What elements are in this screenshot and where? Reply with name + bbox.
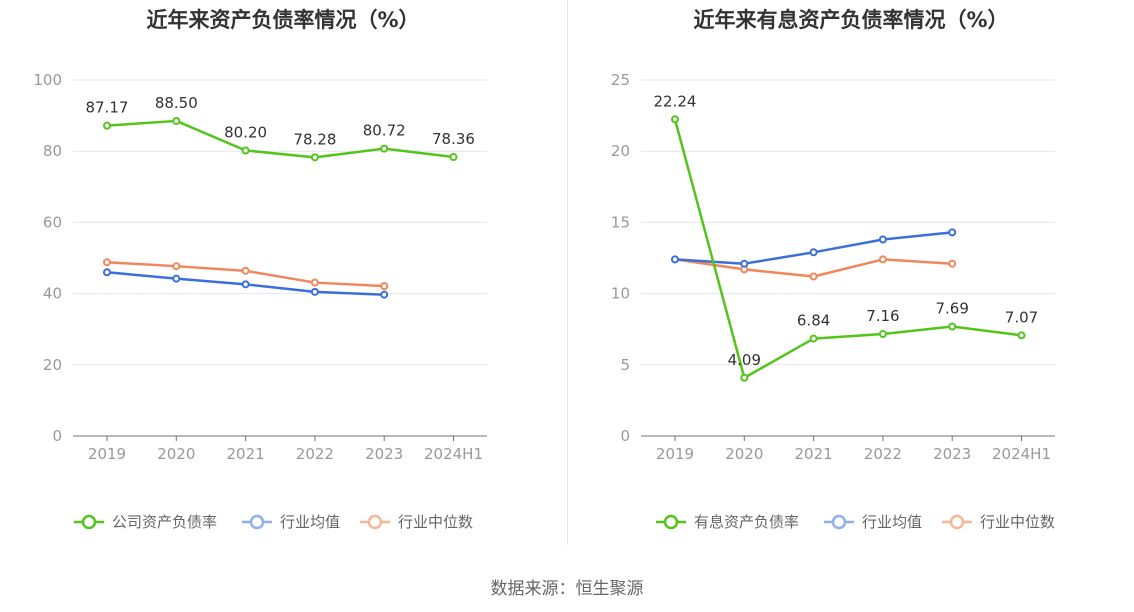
data-point — [948, 228, 957, 237]
data-point — [809, 334, 818, 343]
data-point — [671, 115, 679, 124]
legend-item: 行业中位数 — [942, 513, 1055, 531]
data-point — [878, 235, 887, 244]
x-tick-label: 2021 — [795, 445, 833, 463]
y-tick-label: 80 — [43, 142, 62, 160]
y-tick-label: 100 — [33, 71, 62, 89]
data-point — [948, 259, 957, 268]
y-tick-label: 25 — [611, 71, 630, 89]
chart-panel-interest-bearing: 近年来有息资产负债率情况（%） 0 5 10 15 20 25 2019 2020 2021 20… — [568, 0, 1134, 560]
data-source-note: 数据来源：恒生聚源 — [490, 579, 644, 599]
x-tick-label: 2024H1 — [424, 445, 483, 463]
y-tick-label: 15 — [611, 213, 630, 231]
y-tick-label: 40 — [43, 285, 62, 303]
data-point — [172, 262, 181, 271]
y-tick-label: 20 — [611, 142, 630, 160]
data-point — [740, 259, 749, 268]
data-point — [948, 322, 957, 331]
y-tick-label: 10 — [611, 285, 630, 303]
x-tick-label: 2022 — [864, 445, 902, 463]
data-point — [671, 255, 679, 264]
data-label: 7.07 — [1005, 308, 1038, 326]
data-point — [172, 274, 181, 283]
data-point — [103, 258, 111, 267]
data-label: 7.69 — [935, 299, 968, 317]
x-tick-label: 2020 — [725, 445, 763, 463]
data-point — [172, 116, 181, 125]
series-line — [106, 119, 454, 159]
data-point — [380, 290, 389, 299]
data-point — [241, 146, 250, 155]
series-line — [674, 231, 953, 265]
data-point — [103, 121, 111, 130]
data-point — [241, 266, 250, 275]
data-point — [878, 330, 887, 339]
legend-label: 行业中位数 — [980, 513, 1055, 531]
data-point — [310, 153, 319, 162]
data-label: 80.20 — [224, 123, 267, 141]
data-label: 87.17 — [86, 99, 129, 117]
data-label: 7.16 — [866, 307, 899, 325]
x-tick-label: 2022 — [296, 445, 334, 463]
legend-swatch-marker — [949, 514, 965, 530]
legend-swatch-marker — [81, 514, 97, 530]
series-line — [673, 118, 1022, 380]
data-point — [380, 282, 389, 291]
legend-swatch-marker — [663, 514, 679, 530]
y-tick-label: 0 — [52, 427, 62, 445]
x-tick-label: 2019 — [88, 445, 126, 463]
x-tick-label: 2021 — [227, 445, 265, 463]
data-point — [449, 153, 458, 162]
data-point — [380, 144, 389, 153]
chart-title: 近年来资产负债率情况（%） — [146, 8, 420, 32]
data-label: 80.72 — [363, 122, 406, 140]
legend-item: 公司资产负债率 — [74, 513, 217, 531]
legend-swatch-marker — [831, 514, 847, 530]
x-tick-label: 2019 — [656, 445, 694, 463]
data-label: 4.09 — [728, 351, 761, 369]
legend-item: 行业中位数 — [360, 513, 473, 531]
data-label: 22.24 — [654, 92, 697, 110]
data-point — [809, 248, 818, 257]
legend-label: 有息资产负债率 — [694, 513, 799, 531]
y-tick-label: 0 — [620, 427, 630, 445]
y-tick-label: 60 — [43, 213, 62, 231]
x-tick-label: 2023 — [933, 445, 971, 463]
data-point — [310, 278, 319, 287]
x-tick-label: 2023 — [365, 445, 403, 463]
legend-item: 行业均值 — [242, 513, 340, 531]
data-label: 88.50 — [155, 94, 198, 112]
line-chart-interest-bearing: 0 5 10 15 20 25 2019 2020 2021 2022 2023 2024H1 22.2… — [611, 71, 1055, 531]
panel-divider — [567, 0, 568, 545]
legend-item: 有息资产负债率 — [656, 513, 799, 531]
data-point — [241, 280, 250, 289]
legend-swatch-marker — [249, 514, 265, 530]
data-point — [878, 255, 887, 264]
data-point — [809, 272, 818, 281]
data-label: 78.28 — [293, 130, 336, 148]
x-tick-label: 2020 — [157, 445, 195, 463]
legend-label: 行业中位数 — [398, 513, 473, 531]
chart-panel-asset-liability: 近年来资产负债率情况（%） 0 20 40 60 80 100 2019 2020 2021 20… — [0, 0, 566, 560]
legend-label: 行业均值 — [280, 513, 340, 531]
y-tick-label: 5 — [620, 356, 630, 374]
data-point — [740, 373, 749, 382]
data-point — [310, 287, 319, 296]
data-label: 78.36 — [432, 130, 475, 148]
y-tick-label: 20 — [43, 356, 62, 374]
line-chart-asset-liability: 0 20 40 60 80 100 2019 2020 2021 2022 2023 2024H1 87… — [33, 71, 487, 531]
legend-label: 行业均值 — [862, 513, 922, 531]
data-point — [103, 268, 111, 277]
x-tick-label: 2024H1 — [992, 445, 1051, 463]
legend-item: 行业均值 — [824, 513, 922, 531]
chart-title: 近年来有息资产负债率情况（%） — [693, 8, 1009, 32]
legend-label: 公司资产负债率 — [112, 513, 217, 531]
legend-swatch-marker — [367, 514, 383, 530]
data-point — [1017, 331, 1026, 340]
data-label: 6.84 — [797, 312, 830, 330]
